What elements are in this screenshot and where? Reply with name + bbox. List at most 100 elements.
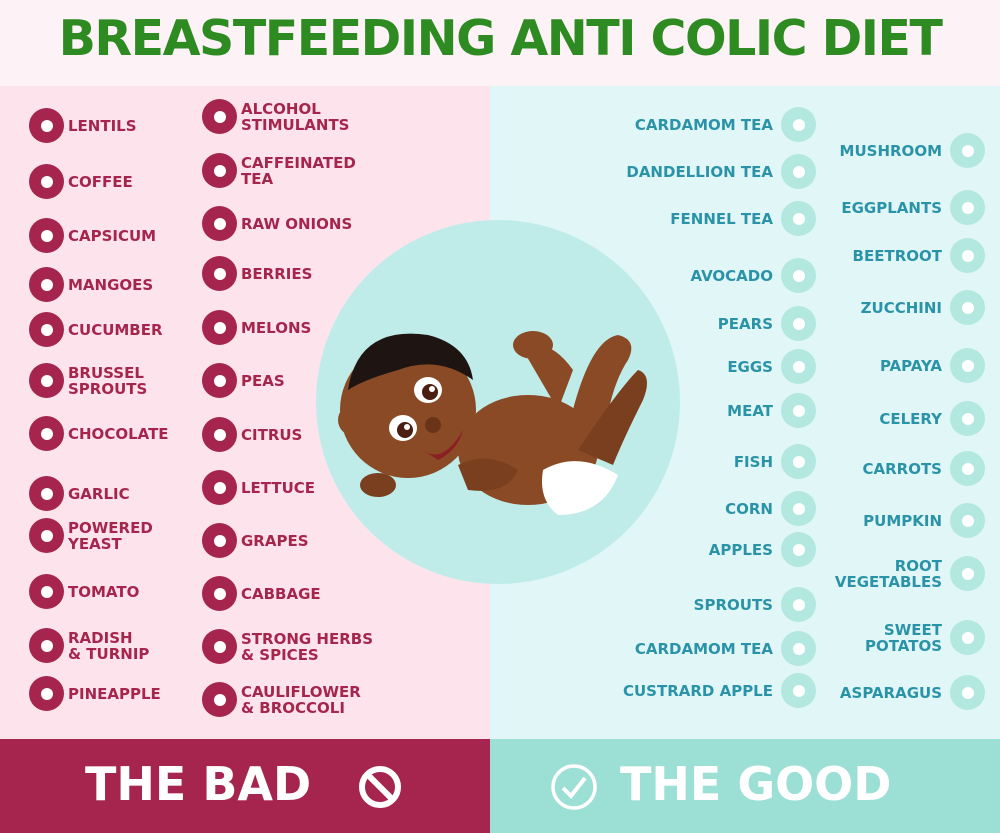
bad-footer-text: THE BAD (85, 757, 312, 811)
eggplant-icon (950, 190, 985, 225)
bad-item-label: PINEAPPLE (68, 684, 161, 703)
bad-item-label: LENTILS (68, 116, 137, 135)
bad-item: POWERED YEAST (29, 518, 153, 553)
good-item-label: MUSHROOM (839, 141, 942, 160)
bad-item: CABBAGE (202, 576, 321, 611)
pear-icon (781, 306, 816, 341)
good-item-label: SPROUTS (693, 595, 773, 614)
bad-item-label: COFFEE (68, 172, 133, 191)
good-item: AVOCADO (690, 258, 816, 293)
bad-item: MELONS (202, 310, 311, 345)
broccoli-icon (202, 682, 237, 717)
garlic-icon (29, 476, 64, 511)
bad-item: ALCOHOL STIMULANTS (202, 99, 349, 134)
good-item: BEETROOT (853, 238, 985, 273)
papaya-icon (950, 348, 985, 383)
bad-item-label: STRONG HERBS & SPICES (241, 629, 374, 664)
good-item: EGGS (727, 349, 816, 384)
zucchini-icon (950, 290, 985, 325)
good-item-label: CARROTS (862, 459, 942, 478)
corn-icon (781, 491, 816, 526)
herbs-icon (202, 629, 237, 664)
cardamom-icon (781, 631, 816, 666)
good-item-label: ZUCCHINI (860, 298, 942, 317)
bad-item-label: CAULIFLOWER & BROCCOLI (241, 682, 361, 717)
good-item: FENNEL TEA (670, 201, 816, 236)
tea-cup-icon (202, 153, 237, 188)
dandelion-icon (781, 154, 816, 189)
steak-icon (781, 393, 816, 428)
good-item-label: EGGS (727, 357, 773, 376)
bad-footer: THE BAD (0, 739, 490, 833)
bad-item: BERRIES (202, 256, 312, 291)
bad-item: BRUSSEL SPROUTS (29, 363, 147, 398)
good-item: MUSHROOM (840, 133, 985, 168)
beetroot-icon (950, 238, 985, 273)
good-item: CARDAMOM TEA (635, 107, 816, 142)
bad-item: RADISH & TURNIP (29, 628, 149, 663)
good-item: CARDAMOM TEA (635, 631, 816, 666)
good-item: PUMPKIN (863, 503, 985, 538)
good-item: DANDELLION TEA (626, 154, 816, 189)
pineapple-icon (29, 676, 64, 711)
checkmark-icon (551, 764, 597, 810)
bad-item-label: CITRUS (241, 425, 303, 444)
fennel-icon (781, 201, 816, 236)
cucumber-icon (29, 312, 64, 347)
good-item-label: PUMPKIN (863, 511, 942, 530)
bad-item-label: BRUSSEL SPROUTS (68, 363, 148, 398)
good-item-label: CELERY (879, 409, 942, 428)
bad-item-label: CABBAGE (241, 584, 321, 603)
lentils-icon (29, 108, 64, 143)
good-item: APPLES (709, 532, 816, 567)
bad-item-label: CHOCOLATE (68, 424, 169, 443)
bad-item-label: BERRIES (241, 264, 313, 283)
bad-item: CAULIFLOWER & BROCCOLI (202, 682, 361, 717)
bad-item: RAW ONIONS (202, 206, 352, 241)
good-item-label: CORN (725, 499, 773, 518)
good-item: MEAT (727, 393, 816, 428)
cabbage-icon (202, 576, 237, 611)
baby-illustration (338, 331, 647, 515)
good-item-label: CUSTRARD APPLE (622, 681, 773, 700)
good-item-label: DANDELLION TEA (626, 162, 773, 181)
good-item: ASPARAGUS (840, 675, 985, 710)
bad-item-label: RADISH & TURNIP (68, 628, 150, 663)
good-item: ROOT VEGETABLES (835, 556, 985, 591)
prohibited-icon (359, 766, 401, 808)
bad-item-label: MANGOES (68, 275, 154, 294)
good-item: SWEET POTATOS (865, 620, 985, 655)
bad-item: MANGOES (29, 267, 153, 302)
tomato-icon (29, 574, 64, 609)
bad-item: CAPSICUM (29, 218, 156, 253)
bad-item: PINEAPPLE (29, 676, 161, 711)
bad-item-label: ALCOHOL STIMULANTS (241, 99, 350, 134)
bad-item-label: GRAPES (241, 531, 309, 550)
chocolate-icon (29, 416, 64, 451)
bad-item-label: LETTUCE (241, 478, 316, 497)
grapes-icon (202, 523, 237, 558)
good-item-label: APPLES (708, 540, 773, 559)
carrot-icon (950, 451, 985, 486)
good-footer: THE GOOD (490, 739, 1000, 833)
radish-icon (29, 628, 64, 663)
bad-item-label: MELONS (241, 318, 312, 337)
asparagus-icon (950, 675, 985, 710)
bad-item: CUCUMBER (29, 312, 163, 347)
bad-item-label: GARLIC (68, 484, 130, 503)
good-item-label: EGGPLANTS (841, 198, 942, 217)
good-item-label: PAPAYA (879, 356, 942, 375)
good-item: CORN (725, 491, 816, 526)
page-title: BREASTFEEDING ANTI COLIC DIET (58, 10, 943, 67)
fish-icon (781, 444, 816, 479)
pumpkin-icon (950, 503, 985, 538)
good-item-label: CARDAMOM TEA (634, 639, 773, 658)
bad-item: GRAPES (202, 523, 309, 558)
good-item-label: BEETROOT (852, 246, 942, 265)
bad-item: LENTILS (29, 108, 137, 143)
custard-apple-icon (781, 673, 816, 708)
ginger-icon (950, 556, 985, 591)
good-item: FISH (734, 444, 816, 479)
flower-icon (781, 107, 816, 142)
good-item: CARROTS (862, 451, 985, 486)
